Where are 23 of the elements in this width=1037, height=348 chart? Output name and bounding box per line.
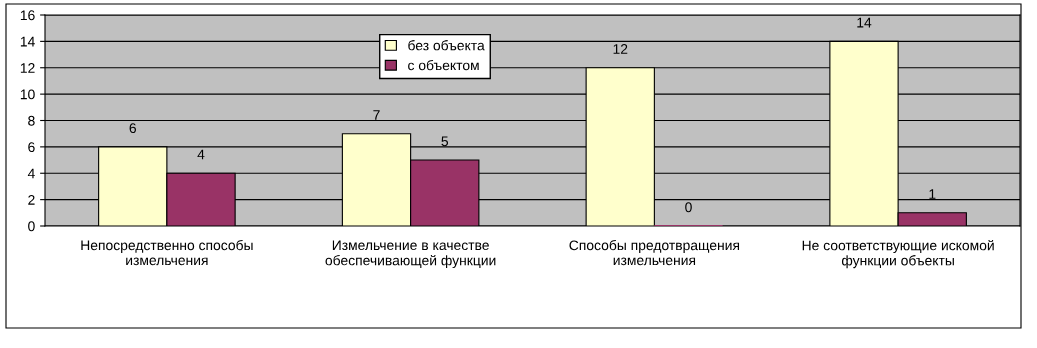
y-tick-label: 10: [20, 89, 35, 100]
data-label: 1: [929, 189, 936, 199]
y-tick-label: 4: [27, 168, 35, 179]
data-label: 12: [613, 44, 628, 54]
x-tick-label: Не соответствующие искомой функции объекты: [802, 239, 994, 269]
legend-label: с объектом: [408, 59, 479, 71]
y-tick-label: 0: [28, 221, 35, 232]
data-label: 4: [197, 149, 205, 160]
y-tick-label: 2: [28, 194, 35, 205]
y-tick-label: 16: [20, 10, 35, 21]
x-tick-label: Непосредственно способы измельчения: [81, 239, 253, 266]
y-tick-label: 8: [28, 115, 35, 126]
data-label: 5: [441, 136, 449, 147]
y-tick-label: 6: [28, 142, 35, 153]
legend-label: без объекта: [408, 40, 485, 51]
x-tick-label: Способы предотвращения измельчения: [569, 239, 740, 266]
data-label: 6: [129, 123, 136, 134]
data-label: 0: [685, 202, 692, 213]
data-label: 14: [857, 17, 872, 28]
data-label: 7: [373, 110, 380, 120]
y-tick-label: 12: [20, 63, 35, 73]
x-tick-label: Измельчение в качестве обеспечивающей функции: [325, 240, 496, 269]
y-tick-label: 14: [20, 36, 35, 47]
